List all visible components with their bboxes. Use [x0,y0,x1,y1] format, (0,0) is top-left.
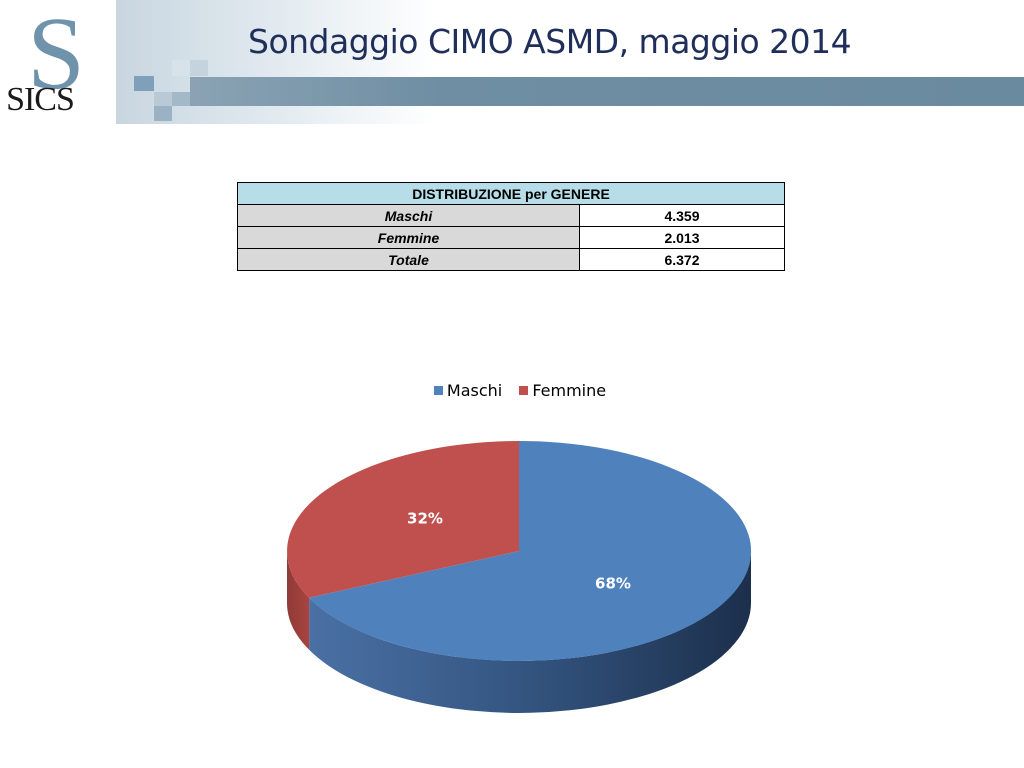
row-label: Maschi [237,204,580,227]
legend-swatch-maschi [433,386,443,395]
table-row: Femmine 2.013 [237,226,785,249]
legend-item-maschi: Maschi [433,381,503,400]
gender-distribution-table: DISTRIBUZIONE per GENERE Maschi 4.359 Fe… [237,182,785,271]
page-title: Sondaggio CIMO ASMD, maggio 2014 [248,22,852,61]
table-header-row: DISTRIBUZIONE per GENERE [237,182,785,205]
row-label: Totale [237,248,580,271]
logo-text: SICS [6,81,74,118]
pie-side-maschi [309,551,751,713]
pie-slice-femmine [287,441,519,598]
logo-letter: S [27,0,85,111]
row-label: Femmine [237,226,580,249]
header-banner: S SICS Sondaggio CIMO ASMD, maggio 2014 [0,0,1024,124]
decor-square [190,60,208,76]
row-value: 6.372 [579,248,785,271]
pie-side-femmine [287,551,310,650]
pie-slice-maschi [309,441,752,661]
table-header: DISTRIBUZIONE per GENERE [237,182,785,205]
chart-legend: Maschi Femmine [0,381,1024,400]
decor-square [172,60,190,76]
decor-square [154,106,172,121]
legend-swatch-femmine [519,386,529,395]
header-bar [190,77,1024,106]
pie-data-label: 68% [595,574,631,592]
table-row: Totale 6.372 [237,248,785,271]
decor-square [134,76,154,91]
row-value: 4.359 [579,204,785,227]
table-row: Maschi 4.359 [237,204,785,227]
legend-item-femmine: Femmine [519,381,606,400]
pie-data-label: 32% [407,510,443,528]
sics-logo: S SICS [6,0,85,118]
legend-label: Maschi [446,381,503,400]
decor-square [172,92,190,106]
row-value: 2.013 [579,226,785,249]
legend-label: Femmine [532,381,607,400]
decor-square [154,92,172,106]
